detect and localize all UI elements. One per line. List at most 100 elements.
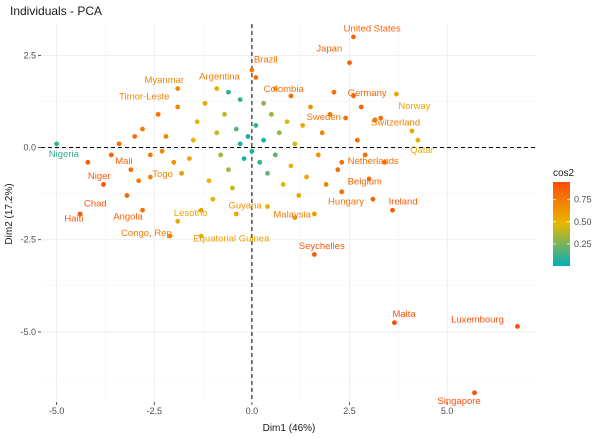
data-point — [351, 34, 356, 40]
data-point — [257, 159, 263, 165]
legend-tick-label: 0.50 — [574, 217, 592, 227]
legend-title: cos2 — [553, 168, 575, 179]
data-point — [311, 211, 317, 217]
data-point — [292, 141, 298, 147]
point-label: Nigeria — [49, 149, 80, 160]
x-axis-ticks: -5.0 -2.5 0.0 2.5 5.0 — [49, 402, 454, 416]
point-label: Niger — [88, 171, 111, 182]
point-label: Argentina — [199, 71, 240, 82]
data-point — [272, 152, 278, 158]
data-point — [226, 167, 231, 173]
point-label: Malaysia — [273, 210, 311, 221]
data-point — [319, 130, 325, 136]
data-point — [472, 390, 477, 396]
data-point — [296, 193, 302, 198]
data-point — [351, 93, 356, 99]
legend: cos2 0.75 0.50 0.25 — [553, 168, 592, 266]
y-tick-label: 2.5 — [23, 50, 36, 60]
point-label: Japan — [316, 44, 342, 55]
data-point — [54, 141, 60, 147]
data-point — [155, 111, 161, 117]
data-point — [261, 100, 267, 106]
point-label: Colombia — [264, 84, 305, 95]
data-point — [128, 167, 134, 173]
data-point — [269, 111, 274, 117]
data-point — [323, 182, 329, 187]
data-point — [354, 137, 360, 143]
data-point — [288, 93, 294, 99]
legend-ticks: 0.75 0.50 0.25 — [553, 195, 592, 249]
x-tick-label: -2.5 — [147, 406, 163, 416]
legend-colorbar — [553, 182, 570, 266]
point-label: Togo — [152, 169, 173, 180]
point-label: Germany — [348, 88, 387, 99]
data-point — [315, 152, 321, 158]
x-axis-title: Dim1 (46%) — [263, 423, 316, 434]
point-label: Belgium — [348, 176, 382, 187]
data-point — [390, 207, 395, 213]
point-label: Angola — [113, 211, 143, 222]
point-label: Congo, Rep. — [121, 228, 174, 239]
point-label: Netherlands — [348, 156, 399, 167]
y-axis-ticks: 2.5 0.0 -2.5 -5.0 — [20, 50, 41, 337]
data-point — [409, 128, 415, 134]
point-label: Chad — [84, 199, 107, 210]
data-point — [206, 178, 212, 184]
data-point — [292, 215, 298, 221]
x-tick-label: 2.5 — [343, 406, 356, 416]
data-point — [222, 111, 227, 117]
data-point — [116, 141, 122, 147]
data-point — [124, 193, 130, 198]
data-point — [300, 123, 306, 128]
data-point — [415, 137, 421, 143]
data-point — [392, 320, 397, 326]
data-point — [159, 148, 165, 154]
data-point — [108, 152, 114, 158]
data-point — [261, 137, 267, 143]
chart-title: Individuals - PCA — [10, 4, 102, 18]
data-point — [382, 159, 388, 165]
data-point — [101, 182, 106, 187]
data-point — [229, 185, 235, 191]
data-point — [253, 123, 259, 128]
point-label: Qatar — [410, 145, 434, 156]
data-point — [140, 207, 145, 213]
data-point — [362, 152, 368, 158]
data-point — [280, 182, 286, 187]
data-point — [233, 126, 239, 132]
point-label: Mali — [115, 156, 132, 167]
x-tick-label: 0.0 — [246, 406, 259, 416]
data-point — [366, 176, 372, 182]
point-label: United States — [344, 23, 401, 34]
data-point — [249, 148, 255, 154]
grid — [41, 24, 537, 402]
y-tick-label: -5.0 — [20, 327, 36, 337]
data-point — [175, 86, 181, 91]
legend-tick-label: 0.75 — [574, 195, 592, 205]
plot-panel — [41, 24, 537, 402]
data-point — [331, 89, 337, 95]
data-point — [179, 170, 184, 176]
data-points — [54, 34, 520, 396]
point-label: Norway — [398, 101, 430, 112]
data-point — [175, 218, 181, 224]
x-tick-label: -5.0 — [49, 406, 65, 416]
data-point — [202, 100, 208, 106]
data-point — [198, 207, 204, 213]
data-point — [272, 86, 278, 91]
point-label: Lesotho — [174, 208, 208, 219]
data-point — [245, 134, 251, 139]
data-point — [214, 130, 220, 136]
data-point — [335, 167, 341, 173]
data-point — [190, 137, 196, 143]
data-point — [358, 104, 364, 110]
data-point — [308, 104, 313, 110]
reference-lines — [41, 24, 537, 402]
point-label: Guyana — [228, 200, 262, 211]
data-point — [265, 204, 270, 209]
x-tick-label: 5.0 — [441, 406, 454, 416]
data-point — [343, 115, 349, 121]
